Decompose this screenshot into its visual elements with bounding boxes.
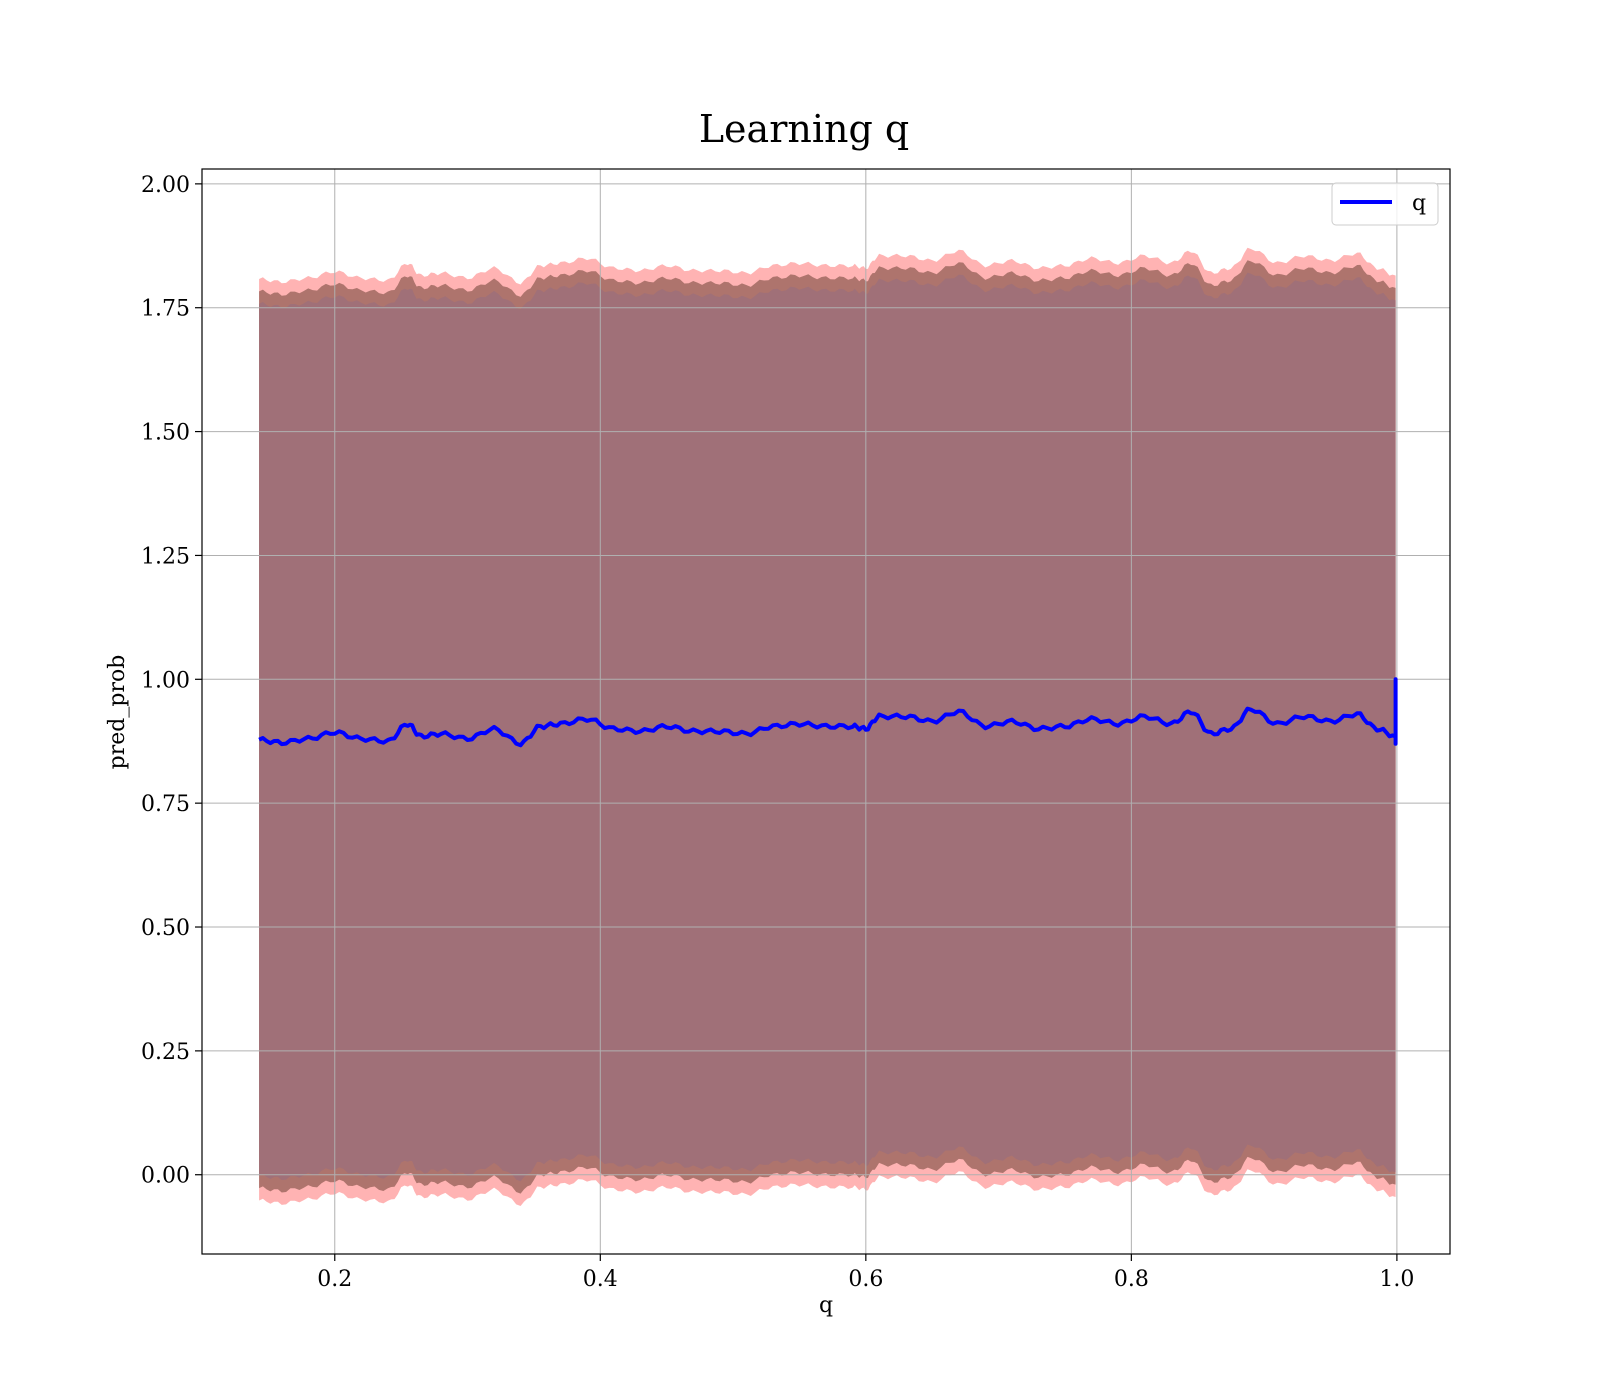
y-tick-label: 0.50 <box>141 916 190 941</box>
series-layer <box>258 677 1398 748</box>
legend: q <box>1331 182 1439 226</box>
y-axis-label: pred_prob <box>105 655 130 770</box>
y-tick-label: 0.00 <box>141 1164 190 1189</box>
x-axis-label: q <box>819 1293 833 1318</box>
plot-frame <box>201 168 1451 1255</box>
y-tick-label: 2.00 <box>141 173 190 198</box>
y-tick-label: 1.75 <box>141 297 190 322</box>
y-axis-ticks: 0.00 0.25 0.50 0.75 1.00 1.25 1.50 1.75 2.00 <box>141 173 202 1189</box>
y-tick-label: 1.00 <box>141 668 190 693</box>
x-tick-label: 1.0 <box>1379 1267 1414 1292</box>
x-axis-ticks: 0.2 0.4 0.6 0.8 1.0 <box>317 1254 1414 1292</box>
legend-label-q: q <box>1412 191 1426 216</box>
x-tick-label: 0.8 <box>1114 1267 1149 1292</box>
y-tick-label: 0.25 <box>141 1040 190 1065</box>
y-tick-label: 1.25 <box>141 544 190 569</box>
series-line-q <box>258 677 1398 748</box>
x-tick-label: 0.6 <box>848 1267 883 1292</box>
y-tick-label: 0.75 <box>141 792 190 817</box>
x-tick-label: 0.4 <box>583 1267 618 1292</box>
chart-title: Learning q <box>699 107 909 151</box>
y-tick-label: 1.50 <box>141 421 190 446</box>
x-tick-label: 0.2 <box>317 1267 352 1292</box>
